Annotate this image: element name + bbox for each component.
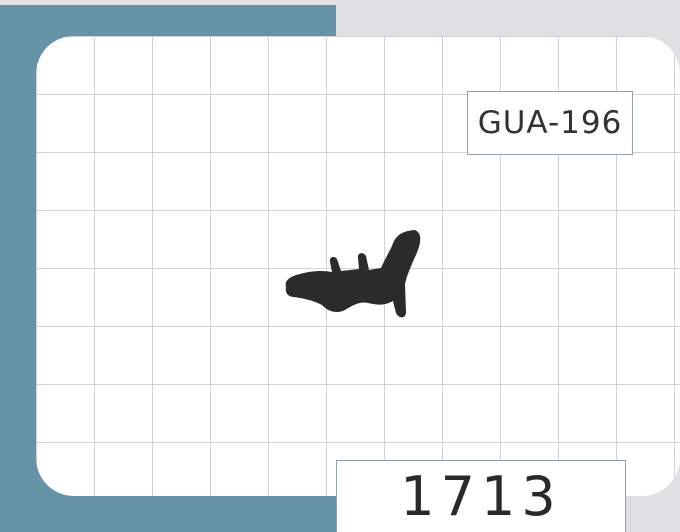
specimen-code-label: GUA-196	[467, 91, 633, 155]
animal-glyph-icon	[285, 230, 421, 318]
specimen-number-label: 1713	[336, 460, 626, 532]
